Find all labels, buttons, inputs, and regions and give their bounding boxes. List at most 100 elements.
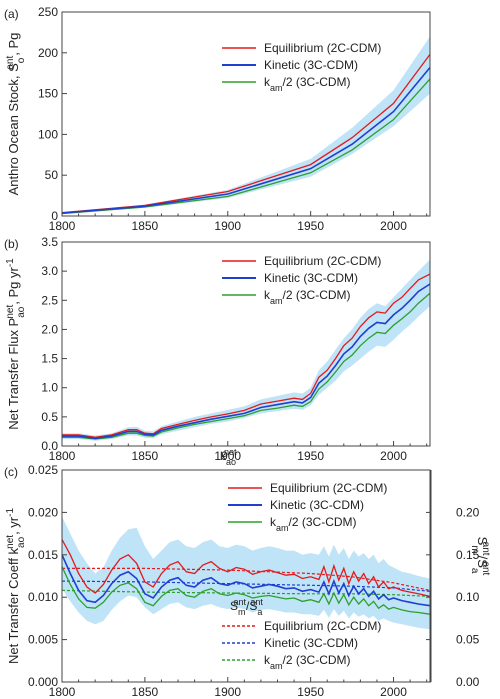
ylabel-sub: o	[16, 57, 27, 63]
legend-1-label-2: kam/2 (3C-CDM)	[264, 288, 351, 306]
panel-c-coefficient: 1800 1850 1900 1950 2000 0.000 0.005 0.010 0.015…	[4, 447, 492, 699]
x-tick-label-2: 1900	[214, 449, 241, 463]
legend-sub: am	[270, 296, 283, 306]
y2-tick-label-0: 0.00	[456, 675, 480, 689]
y2-tick-label-1: 0.05	[456, 633, 480, 647]
y-tick-label-5: 2.5	[41, 293, 58, 307]
legend-text-rest: /2 (3C-CDM)	[283, 75, 351, 89]
y-tick-label-4: 200	[38, 46, 58, 60]
y-tick-label-1: 0.5	[41, 410, 58, 424]
x-tick-label-4: 2000	[380, 219, 407, 233]
y-tick-label-5: 0.025	[28, 463, 58, 477]
legend-title-kao: kaonet	[220, 447, 237, 467]
y-tick-label-0: 0.000	[28, 675, 58, 689]
legend-kao-label-1: Kinetic (3C-CDM)	[270, 498, 364, 512]
legend-text-rest: /2 (3C-CDM)	[283, 288, 351, 302]
x-tick-label-2: 1900	[214, 685, 241, 699]
x-tick-label-3: 1950	[297, 685, 324, 699]
y-tick-label-0: 0	[51, 209, 58, 223]
legend-text: Equilibrium (2C-CDM)	[264, 254, 381, 268]
ratio-title-sup-1: ant	[250, 597, 263, 607]
ylabel-main: Net Transfer Flux P	[6, 318, 21, 430]
legend-sub: am	[270, 661, 283, 671]
y2-tick-label-4: 0.20	[456, 505, 480, 519]
y2-title-sup-1: ant	[481, 561, 492, 575]
legend-text: k	[264, 75, 271, 89]
ylabel-main: Net Transfer Coeff k	[6, 547, 21, 664]
series-line-0-2	[61, 78, 431, 215]
panel-label-2: (c)	[4, 465, 18, 479]
ylabel-unit: , Pg	[6, 33, 21, 56]
y2-title-base-0: S	[475, 537, 490, 546]
legend-1-label-1: Kinetic (3C-CDM)	[264, 271, 358, 285]
panel-a-stock: 1800 1850 1900 1950 2000 0 50 100 150 200 250 (a) An…	[4, 5, 431, 233]
y-axis-title-0: Anthro Ocean Stock, Soant, Pg	[5, 33, 27, 196]
ratio-title-sup-0: ant	[234, 597, 247, 607]
ratio-title-sub-0: m	[238, 607, 246, 617]
y2-title-base-1: /S	[475, 556, 490, 569]
ylabel-unit-sup: -1	[5, 508, 16, 517]
panel-label-0: (a)	[4, 7, 19, 21]
legend-text-rest: /2 (3C-CDM)	[283, 653, 351, 667]
y-tick-label-4: 0.020	[28, 505, 58, 519]
legend-text: Kinetic (3C-CDM)	[264, 636, 358, 650]
ylabel-main: Anthro Ocean Stock, S	[6, 63, 21, 196]
y2-axis-title: Smant/Saant	[470, 537, 492, 576]
y2-tick-label-2: 0.10	[456, 590, 480, 604]
panel-b-flux: 1800 1850 1900 1950 2000 0.0 0.5 1.0 1.5 2.0 2.5 3.…	[4, 235, 431, 463]
legend-ratio-label-2: kam/2 (3C-CDM)	[264, 653, 351, 671]
legend-title-base: k	[220, 449, 227, 463]
x-tick-label-1: 1850	[132, 449, 159, 463]
x-tick-label-3: 1950	[297, 219, 324, 233]
series-line-2-0	[61, 539, 431, 598]
x-tick-label-0: 1800	[49, 219, 76, 233]
ylabel-sup: net	[5, 535, 16, 549]
x-tick-label-0: 1800	[49, 685, 76, 699]
legend-text: Equilibrium (2C-CDM)	[264, 41, 381, 55]
y-tick-label-2: 0.010	[28, 590, 58, 604]
legend-0-label-2: kam/2 (3C-CDM)	[264, 75, 351, 93]
ylabel-sub: ao	[16, 536, 27, 548]
legend-kao-label-0: Equilibrium (2C-CDM)	[270, 481, 387, 495]
legend-text: Kinetic (3C-CDM)	[264, 271, 358, 285]
y-tick-label-3: 1.5	[41, 352, 58, 366]
legend-text: k	[264, 288, 271, 302]
ratio-title-sub-1: a	[257, 607, 262, 617]
plot-frame-1	[61, 241, 431, 447]
legend-1-label-0: Equilibrium (2C-CDM)	[264, 254, 381, 268]
x-tick-label-4: 2000	[380, 685, 407, 699]
series-line-1-1	[62, 283, 431, 440]
legend-text: Equilibrium (2C-CDM)	[264, 619, 381, 633]
ratio-title-base-1: /S	[246, 599, 257, 613]
y2-title-sub-1: a	[470, 568, 481, 574]
y-tick-label-6: 3.0	[41, 264, 58, 278]
legend-0-label-0: Equilibrium (2C-CDM)	[264, 41, 381, 55]
y-tick-label-2: 1.0	[41, 381, 58, 395]
series-line-2-2	[61, 566, 431, 615]
plot-frame-2	[61, 469, 431, 683]
ratio-series-2	[61, 589, 431, 597]
x-tick-label-1: 1850	[132, 219, 159, 233]
x-tick-label-2: 1900	[214, 219, 241, 233]
series-line-2-1	[61, 554, 431, 607]
legend-text: k	[264, 653, 271, 667]
ylabel-sup: net	[5, 305, 16, 319]
legend-text: Kinetic (3C-CDM)	[264, 58, 358, 72]
ratio-title-base-0: S	[230, 599, 238, 613]
legend-title-sub: ao	[226, 457, 236, 467]
legend-title-ratio: Smant/Saant	[230, 597, 263, 617]
ratio-series-0	[62, 567, 431, 591]
y-tick-label-5: 250	[38, 5, 58, 19]
plot-frame-0	[61, 11, 431, 217]
legend-ratio-label-1: Kinetic (3C-CDM)	[264, 636, 358, 650]
y2-title-sub-0: m	[470, 545, 481, 553]
ylabel-unit: , yr	[6, 516, 21, 535]
x-tick-label-0: 1800	[49, 449, 76, 463]
y-tick-label-3: 0.015	[28, 548, 58, 562]
y-tick-label-4: 2.0	[41, 322, 58, 336]
y2-tick-label-3: 0.15	[456, 548, 480, 562]
x-tick-label-3: 1950	[297, 449, 324, 463]
ylabel-unit: , Pg yr	[6, 266, 21, 304]
y-tick-label-1: 50	[45, 168, 59, 182]
